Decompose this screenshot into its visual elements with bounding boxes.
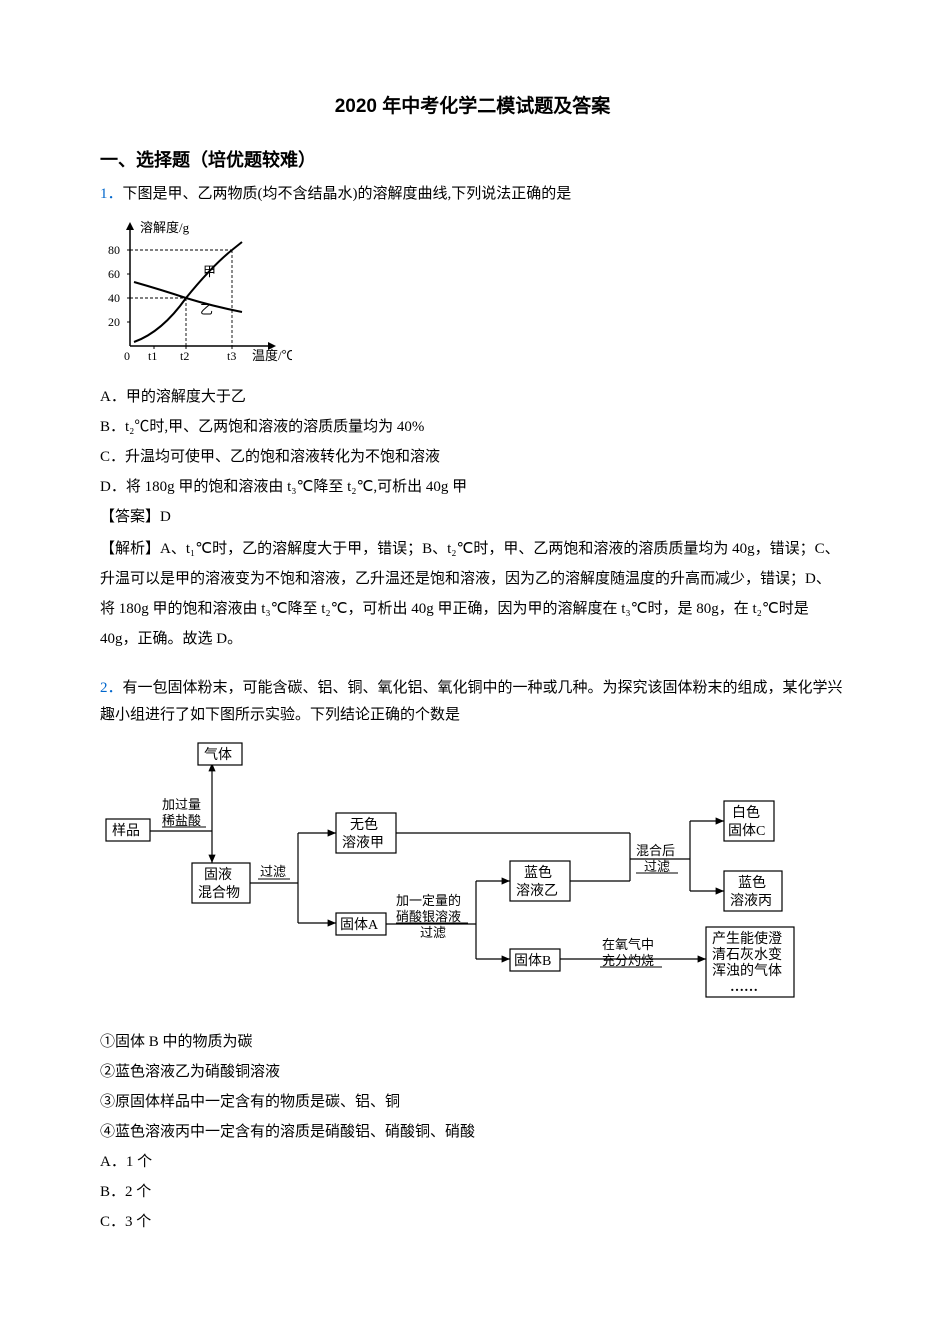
ytick-60: 60 <box>108 267 120 281</box>
mixfilter-top: 混合后 <box>636 843 675 858</box>
q2-statement-2: ②蓝色溶液乙为硝酸铜溶液 <box>100 1059 845 1086</box>
q1-number: 1． <box>100 186 123 202</box>
q2-number: 2． <box>100 680 123 696</box>
q2-statement-3: ③原固体样品中一定含有的物质是碳、铝、铜 <box>100 1089 845 1116</box>
analysis-text: A、t₁℃时，乙的溶解度大于甲，错误；B、t₂℃时，甲、乙两饱和溶液的溶质质量均… <box>100 541 840 647</box>
ytick-80: 80 <box>108 243 120 257</box>
whiteC-top: 白色 <box>732 804 760 821</box>
xtick-t1: t1 <box>148 349 157 363</box>
q2-text: 有一包固体粉末，可能含碳、铝、铜、氧化铝、氧化铜中的一种或几种。为探究该固体粉末… <box>100 680 843 723</box>
q2-option-b: B．2 个 <box>100 1179 845 1206</box>
q1-option-b: B．t₂℃时,甲、乙两饱和溶液的溶质质量均为 40% <box>100 414 845 441</box>
colorless-top: 无色 <box>350 816 378 833</box>
blue2-bottom: 溶液丙 <box>730 893 772 909</box>
flowchart: 样品 加过量 稀盐酸 气体 固液 混合物 过滤 无色 溶液甲 固体A 加一定量的 <box>100 741 845 1011</box>
arrowhead-icon <box>126 222 134 230</box>
q2-stem: 2．有一包固体粉末，可能含碳、铝、铜、氧化铝、氧化铜中的一种或几种。为探究该固体… <box>100 675 845 729</box>
reagent2-l1: 加一定量的 <box>396 893 461 908</box>
q2-option-a: A．1 个 <box>100 1149 845 1176</box>
x-axis-label: 温度/℃ <box>252 348 292 363</box>
curve-jia-label: 甲 <box>203 264 216 279</box>
burn-top: 在氧气中 <box>602 937 654 952</box>
result-l3: 浑浊的气体 <box>712 963 782 979</box>
q2-option-c: C．3 个 <box>100 1209 845 1236</box>
result-l4: …… <box>730 980 758 995</box>
reagent2-l2: 硝酸银溶液 <box>396 909 461 924</box>
node-sample-text: 样品 <box>112 823 140 839</box>
solubility-chart: 溶解度/g 温度/℃ 80 60 40 20 0 t1 t2 t3 甲 乙 <box>102 216 845 376</box>
q1-analysis: 【解析】A、t₁℃时，乙的溶解度大于甲，错误；B、t₂℃时，甲、乙两饱和溶液的溶… <box>100 534 845 654</box>
answer-value: D <box>160 509 171 525</box>
q1-stem: 1．下图是甲、乙两物质(均不含结晶水)的溶解度曲线,下列说法正确的是 <box>100 181 845 208</box>
q1-answer: 【答案】D <box>100 504 845 531</box>
analysis-label: 【解析】 <box>100 541 160 557</box>
reagent2-l3: 过滤 <box>420 925 446 940</box>
filter1-label: 过滤 <box>260 864 286 879</box>
burn-bottom: 充分灼烧 <box>602 953 654 968</box>
q1-option-a: A．甲的溶解度大于乙 <box>100 384 845 411</box>
curve-yi-label: 乙 <box>200 302 213 317</box>
node-gas-text: 气体 <box>204 747 232 763</box>
solidA-text: 固体A <box>340 917 379 933</box>
ytick-20: 20 <box>108 315 120 329</box>
colorless-bottom: 溶液甲 <box>342 835 384 851</box>
blue-top: 蓝色 <box>524 864 552 881</box>
q1-option-d: D．将 180g 甲的饱和溶液由 t₃℃降至 t₂℃,可析出 40g 甲 <box>100 474 845 501</box>
ytick-40: 40 <box>108 291 120 305</box>
mixfilter-bottom: 过滤 <box>644 859 670 874</box>
y-axis-label: 溶解度/g <box>140 220 190 235</box>
solidB-text: 固体B <box>514 953 551 969</box>
q2-statement-1: ①固体 B 中的物质为碳 <box>100 1029 845 1056</box>
xtick-t3: t3 <box>227 349 236 363</box>
whiteC-bottom: 固体C <box>728 823 765 839</box>
result-l1: 产生能使澄 <box>712 930 782 947</box>
xtick-t2: t2 <box>180 349 189 363</box>
xtick-0: 0 <box>124 349 130 363</box>
node-mix-bottom: 混合物 <box>198 885 240 901</box>
node-mix-top: 固液 <box>204 867 232 883</box>
blue-bottom: 溶液乙 <box>516 883 558 899</box>
reagent1-bottom: 稀盐酸 <box>162 813 201 828</box>
answer-label: 【答案】 <box>100 509 160 525</box>
result-l2: 清石灰水变 <box>712 947 782 963</box>
curve-jia <box>134 242 242 342</box>
q1-option-c: C．升温均可使甲、乙的饱和溶液转化为不饱和溶液 <box>100 444 845 471</box>
blue2-top: 蓝色 <box>738 874 766 891</box>
section-heading: 一、选择题（培优题较难） <box>100 144 845 176</box>
q2-statement-4: ④蓝色溶液丙中一定含有的溶质是硝酸铝、硝酸铜、硝酸 <box>100 1119 845 1146</box>
reagent1-top: 加过量 <box>162 797 201 812</box>
q1-text: 下图是甲、乙两物质(均不含结晶水)的溶解度曲线,下列说法正确的是 <box>123 186 572 202</box>
page-title: 2020 年中考化学二模试题及答案 <box>100 90 845 124</box>
